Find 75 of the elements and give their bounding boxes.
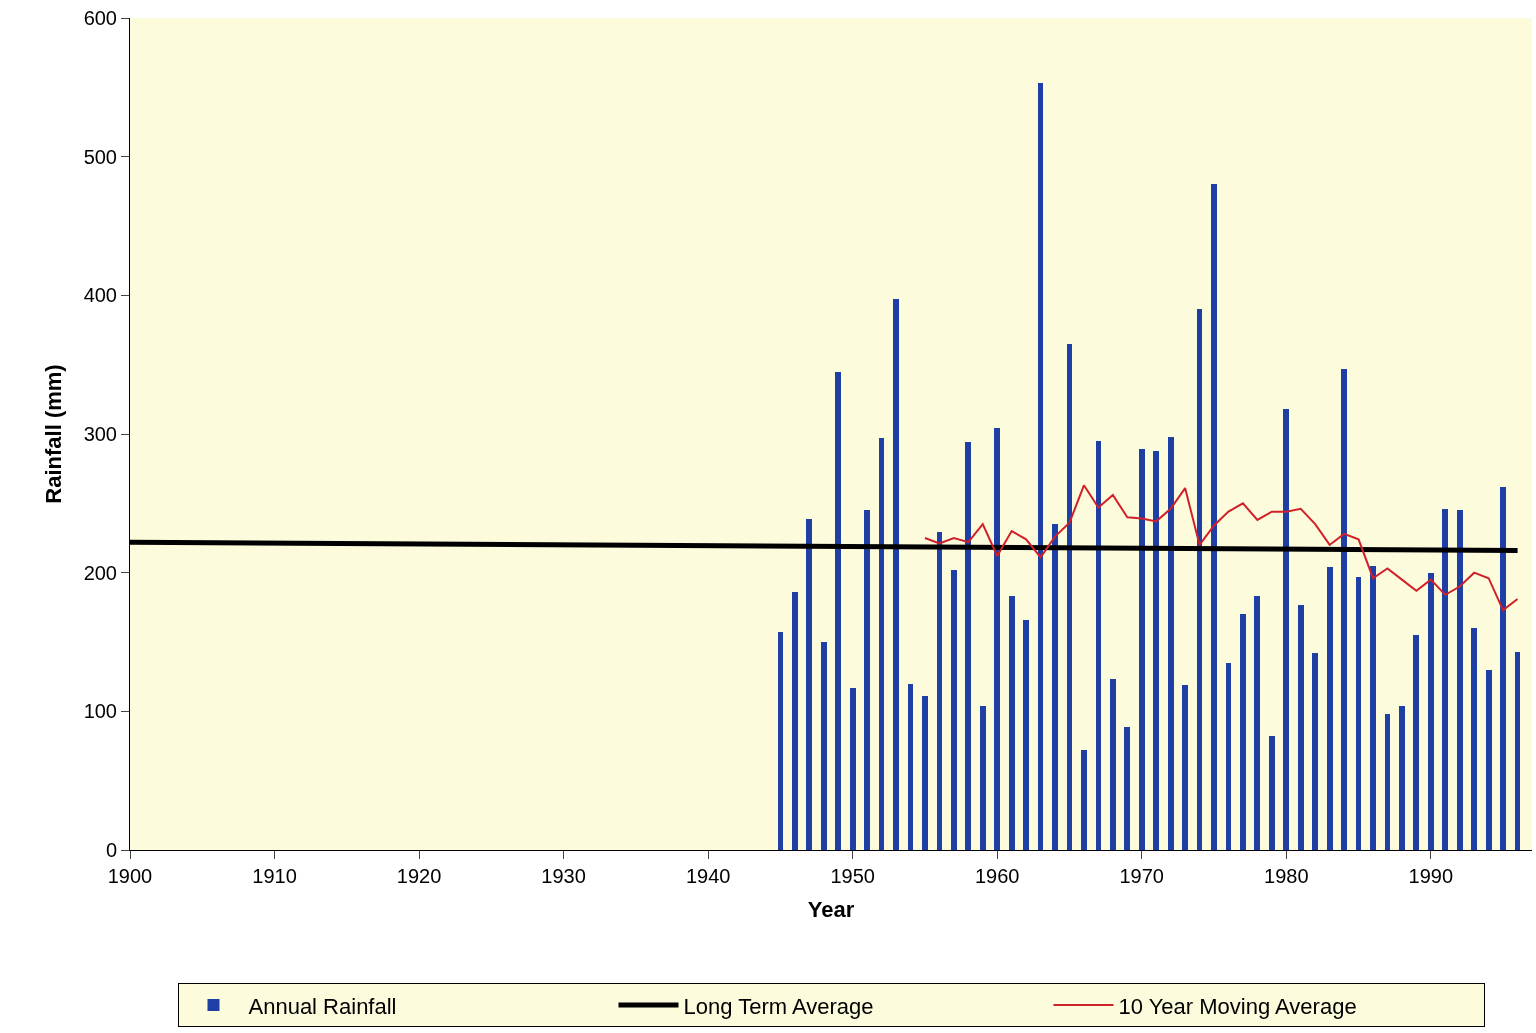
x-tick-label: 1930 xyxy=(541,865,586,887)
y-tick-label: 400 xyxy=(83,284,117,307)
bar xyxy=(1096,441,1101,850)
bar xyxy=(1413,635,1419,850)
x-tick-label: 1980 xyxy=(1264,865,1309,887)
bar xyxy=(1312,653,1318,850)
bar xyxy=(879,438,884,850)
x-tick-label: 1900 xyxy=(107,865,153,887)
bar xyxy=(864,510,870,850)
legend-label: 10 Year Moving Average xyxy=(1118,993,1357,1019)
bar xyxy=(1023,620,1029,850)
bar xyxy=(1153,451,1159,850)
bar xyxy=(1110,679,1116,850)
bar xyxy=(1327,567,1333,850)
bar xyxy=(1370,566,1376,850)
bar xyxy=(835,372,841,850)
bar xyxy=(1283,409,1289,850)
bar xyxy=(1139,449,1145,850)
bar xyxy=(908,684,913,850)
bar xyxy=(1428,573,1434,850)
bar xyxy=(965,442,971,850)
bar xyxy=(1515,652,1520,850)
bar xyxy=(980,706,986,850)
bar xyxy=(1254,596,1260,850)
y-tick-label: 300 xyxy=(83,423,117,445)
bar xyxy=(1442,509,1448,850)
bar xyxy=(850,688,856,850)
y-tick-label: 200 xyxy=(83,561,117,584)
y-tick-label: 600 xyxy=(83,7,117,29)
x-axis-title: Year xyxy=(807,896,855,922)
legend-label: Annual Rainfall xyxy=(248,993,397,1019)
bar xyxy=(1038,83,1043,850)
bar xyxy=(1226,663,1231,850)
line-series xyxy=(923,484,1519,612)
bar xyxy=(1399,706,1405,850)
bar xyxy=(1298,605,1304,850)
x-tick-label: 1940 xyxy=(685,865,731,887)
bar xyxy=(792,592,798,850)
y-tick-label: 100 xyxy=(83,700,117,723)
bar xyxy=(937,532,942,850)
bar xyxy=(1269,736,1275,850)
y-tick-label: 0 xyxy=(105,839,117,861)
x-tick-label: 1920 xyxy=(396,865,442,887)
bar xyxy=(1385,714,1390,850)
bar xyxy=(1067,344,1072,850)
bar xyxy=(821,642,827,850)
bar xyxy=(1124,727,1130,850)
legend-label: Long Term Average xyxy=(683,993,874,1019)
bar xyxy=(1500,487,1506,850)
bar xyxy=(1052,524,1058,850)
bar xyxy=(1081,750,1087,850)
x-tick-label: 1910 xyxy=(252,865,297,887)
bar xyxy=(1240,614,1246,850)
y-tick-label: 500 xyxy=(83,145,117,168)
bar xyxy=(1457,510,1463,850)
bar xyxy=(1197,309,1202,850)
bar xyxy=(1356,577,1361,850)
bar xyxy=(1009,596,1015,850)
x-tick-label: 1960 xyxy=(974,865,1020,887)
bar xyxy=(1471,628,1477,850)
bar xyxy=(994,428,1000,850)
bar xyxy=(1341,369,1347,850)
bar xyxy=(806,519,812,850)
bar xyxy=(1182,685,1188,850)
x-tick-label: 1970 xyxy=(1119,865,1164,887)
bar xyxy=(1211,184,1217,850)
x-tick-label: 1990 xyxy=(1408,865,1454,887)
bar xyxy=(893,299,899,850)
bar xyxy=(778,632,783,850)
y-axis-title: Rainfall (mm) xyxy=(41,364,67,504)
bar xyxy=(1486,670,1492,850)
bar xyxy=(951,570,957,850)
bar xyxy=(922,696,928,850)
bar xyxy=(1168,437,1174,850)
x-tick-label: 1950 xyxy=(830,865,875,887)
